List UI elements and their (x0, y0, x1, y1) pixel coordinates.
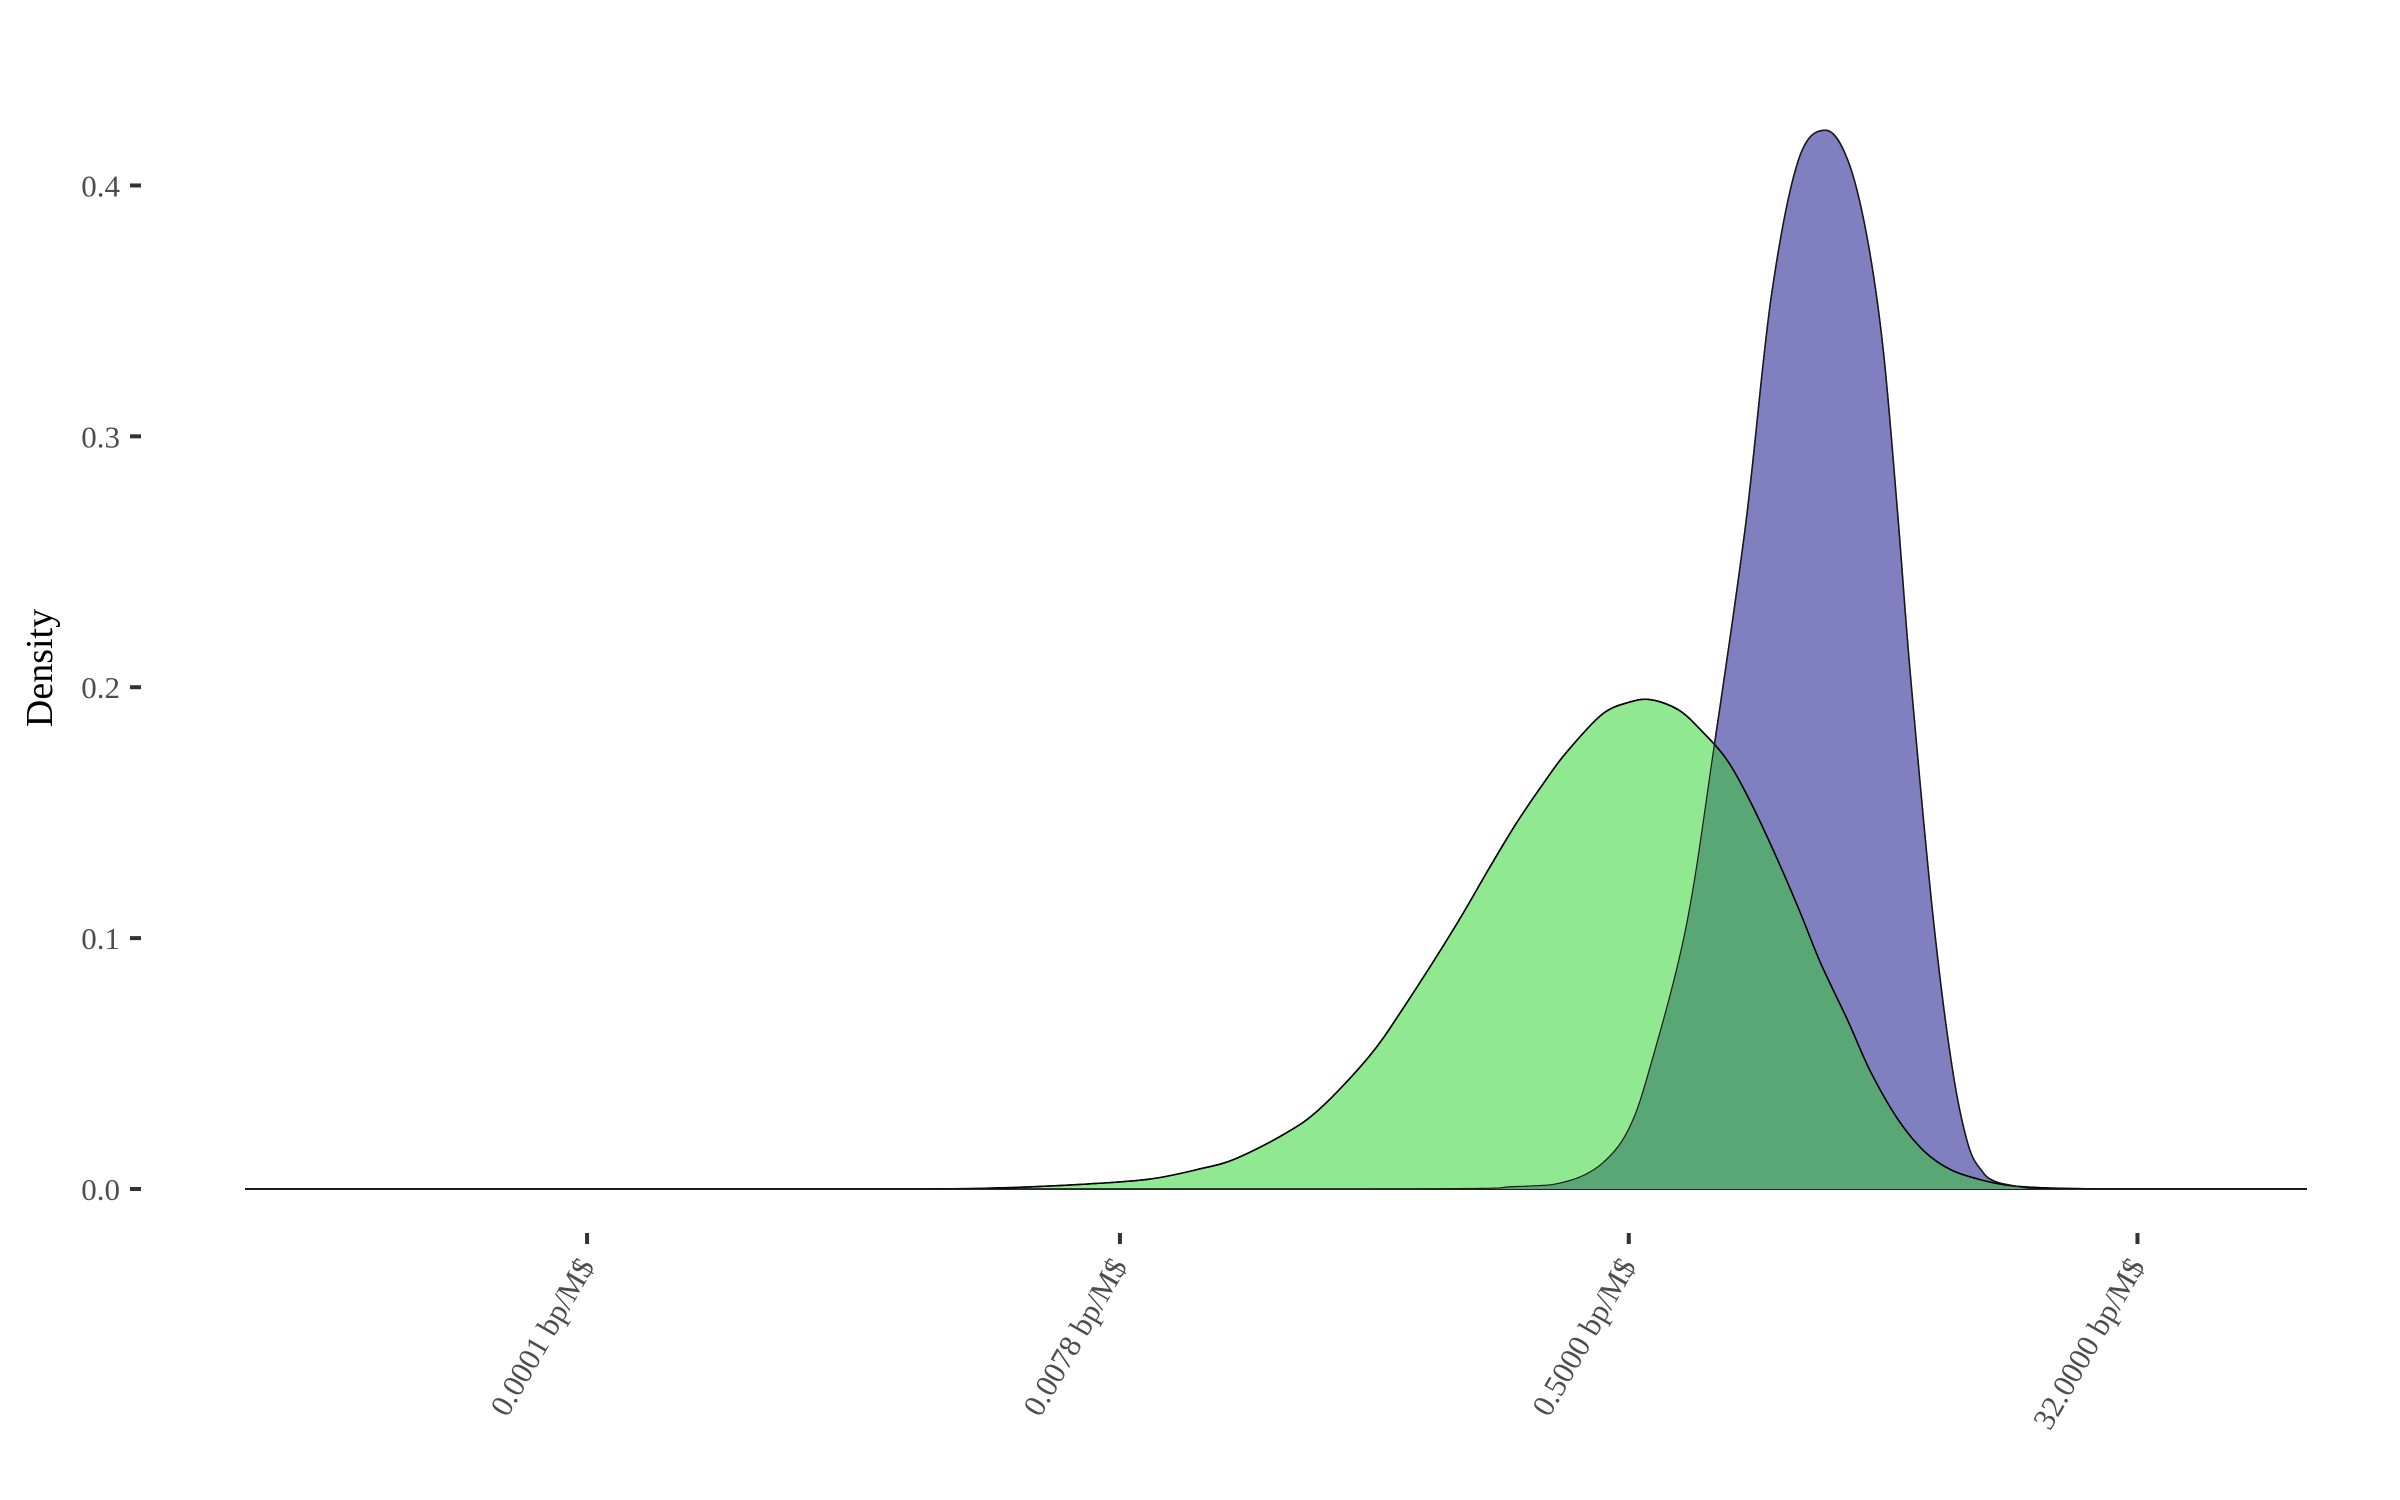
y-axis: 0.0 0.1 0.2 0.3 0.4 (81, 168, 141, 1207)
x-tick-label: 0.0001 bp/M$ (483, 1252, 601, 1422)
y-tick-label: 0.0 (81, 1172, 120, 1207)
x-tick-label: 0.0078 bp/M$ (1016, 1252, 1134, 1422)
density-series-blue-outline (245, 129, 2307, 1190)
y-tick-label: 0.1 (81, 921, 120, 956)
density-series-blue (245, 129, 2307, 1190)
density-areas (245, 129, 2307, 1190)
x-tick-label: 0.5000 bp/M$ (1525, 1252, 1643, 1422)
x-axis: 0.0001 bp/M$ 0.0078 bp/M$ 0.5000 bp/M$ 32.0… (483, 1233, 2152, 1435)
y-tick-label: 0.2 (81, 670, 120, 705)
x-tick-label: 32.0000 bp/M$ (2026, 1252, 2152, 1435)
density-series-green-outline (245, 698, 2307, 1190)
y-tick-label: 0.3 (81, 419, 120, 454)
density-overlap (245, 699, 2307, 1189)
density-series-green (245, 698, 2307, 1190)
y-tick-label: 0.4 (81, 168, 120, 203)
y-axis-title: Density (19, 609, 61, 727)
